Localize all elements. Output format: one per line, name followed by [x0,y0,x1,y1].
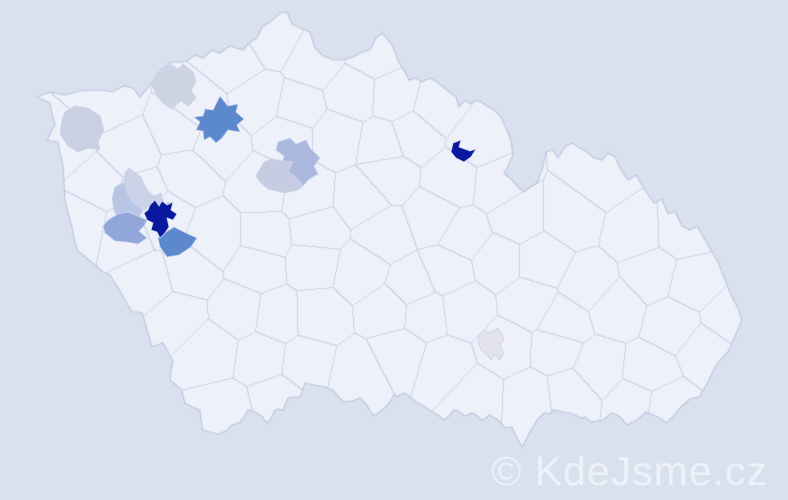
district-west-bluegray[interactable] [102,211,148,245]
district-east-navy[interactable] [450,139,477,163]
district-southeast-city-gray[interactable] [477,327,505,361]
district-west-city-navy[interactable] [143,199,178,239]
district-prague-west-gray[interactable] [255,158,304,194]
district-north-gray[interactable] [151,63,197,110]
district-west-blue[interactable] [157,226,198,258]
district-prague-light-blue[interactable] [275,137,321,187]
district-central-north-blue[interactable] [193,95,245,144]
district-northwest-gray[interactable] [59,105,105,153]
